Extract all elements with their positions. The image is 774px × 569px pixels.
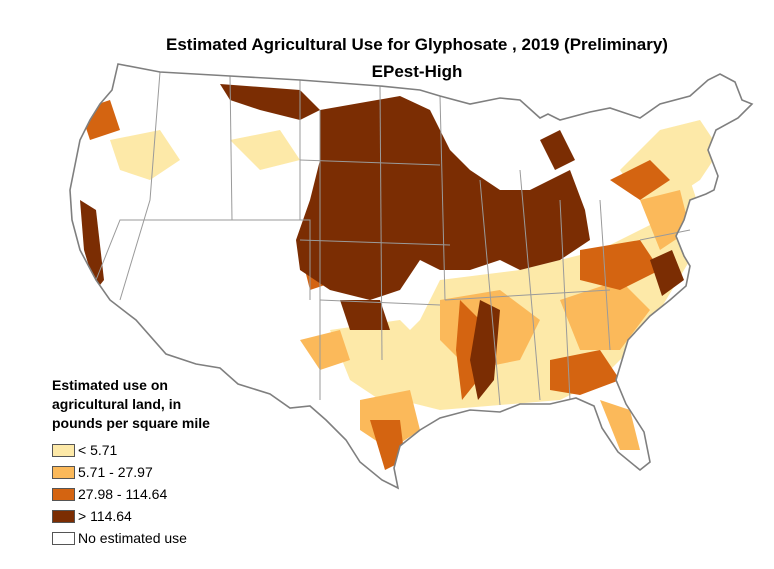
legend-title-line: pounds per square mile (52, 415, 210, 431)
legend-label: < 5.71 (78, 442, 118, 458)
legend-swatch (52, 509, 75, 523)
state-borders (95, 71, 691, 406)
legend-label: > 114.64 (78, 508, 132, 524)
legend-items: < 5.71 5.71 - 27.97 27.98 - 114.64 > 114… (52, 439, 210, 549)
legend-swatch (52, 465, 75, 479)
legend-label: 5.71 - 27.97 (78, 464, 153, 480)
legend-label: No estimated use (78, 530, 187, 546)
legend-swatch (52, 531, 75, 545)
legend-label: 27.98 - 114.64 (78, 486, 168, 502)
legend-item: 27.98 - 114.64 (52, 483, 210, 505)
map-title: Estimated Agricultural Use for Glyphosat… (166, 35, 668, 54)
legend-swatch (52, 487, 75, 501)
legend-swatch (52, 443, 75, 457)
legend-item: < 5.71 (52, 439, 210, 461)
legend-item: No estimated use (52, 527, 210, 549)
legend-title-line: agricultural land, in (52, 396, 182, 412)
legend-title-line: Estimated use on (52, 377, 168, 393)
legend-item: > 114.64 (52, 505, 210, 527)
map-subtitle: EPest-High (371, 62, 463, 81)
legend-item: 5.71 - 27.97 (52, 461, 210, 483)
legend: Estimated use on agricultural land, in p… (52, 376, 210, 549)
legend-title: Estimated use on agricultural land, in p… (52, 376, 210, 433)
